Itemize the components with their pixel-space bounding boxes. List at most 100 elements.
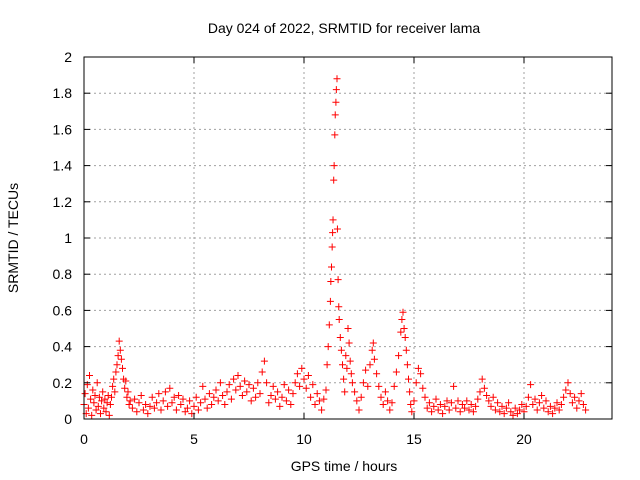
data-point xyxy=(172,406,180,414)
data-point xyxy=(331,111,339,119)
data-point xyxy=(441,402,449,410)
data-point xyxy=(114,352,122,360)
y-tick-label: 0.4 xyxy=(53,339,73,355)
data-point xyxy=(210,393,218,401)
data-point xyxy=(398,315,406,323)
data-point xyxy=(318,406,326,414)
data-point xyxy=(513,410,521,418)
data-point xyxy=(102,408,110,416)
data-point xyxy=(309,381,317,389)
data-point xyxy=(527,381,535,389)
data-point xyxy=(502,404,510,412)
data-point xyxy=(216,379,224,387)
data-point xyxy=(447,399,455,407)
data-point xyxy=(225,381,233,389)
x-tick-label: 10 xyxy=(296,431,312,447)
data-point xyxy=(109,382,117,390)
data-point xyxy=(405,375,412,383)
data-point xyxy=(516,406,524,414)
data-point xyxy=(142,401,150,409)
data-point xyxy=(549,410,557,418)
plot-frame xyxy=(83,56,613,420)
data-point xyxy=(159,397,167,405)
data-point xyxy=(330,162,338,170)
data-point xyxy=(280,381,288,389)
data-point xyxy=(469,408,477,416)
data-point xyxy=(480,384,488,392)
data-point xyxy=(568,399,576,407)
data-point xyxy=(119,364,126,372)
data-point xyxy=(203,404,211,412)
data-point xyxy=(474,395,482,403)
data-point xyxy=(81,390,89,398)
data-point xyxy=(373,370,381,378)
y-tick-label: 1.2 xyxy=(53,194,73,210)
data-point xyxy=(112,368,120,376)
data-point xyxy=(123,393,131,401)
data-point xyxy=(86,372,93,380)
data-point xyxy=(388,399,396,407)
y-tick-label: 1.8 xyxy=(53,85,73,101)
data-point xyxy=(419,384,427,392)
data-point xyxy=(348,379,356,387)
data-point xyxy=(564,379,572,387)
data-point xyxy=(267,391,275,399)
x-tick-label: 20 xyxy=(516,431,532,447)
data-point xyxy=(381,388,389,396)
chart-title: Day 024 of 2022, SRMTID for receiver lam… xyxy=(208,20,481,36)
data-point xyxy=(443,397,451,405)
data-point xyxy=(232,386,240,394)
data-point xyxy=(425,399,433,407)
data-point xyxy=(329,229,337,237)
data-point xyxy=(116,346,124,354)
data-point xyxy=(155,390,163,398)
data-point xyxy=(254,379,262,387)
data-point xyxy=(402,346,410,354)
y-tick-label: 0.8 xyxy=(53,266,73,282)
data-point xyxy=(223,388,231,396)
data-point xyxy=(461,404,469,412)
data-point xyxy=(166,384,174,392)
data-point xyxy=(505,399,513,407)
data-point xyxy=(399,308,407,316)
data-point xyxy=(489,393,497,401)
data-point xyxy=(90,399,98,407)
data-point xyxy=(456,408,464,416)
data-point xyxy=(540,404,548,412)
data-point xyxy=(344,325,352,332)
data-point xyxy=(333,75,341,83)
data-point xyxy=(531,395,539,403)
data-point xyxy=(546,402,554,410)
data-point xyxy=(327,277,335,285)
data-point xyxy=(260,357,268,365)
data-point xyxy=(153,399,161,407)
data-point xyxy=(386,406,394,414)
data-point xyxy=(439,410,447,418)
data-point xyxy=(518,401,526,409)
data-point xyxy=(533,406,541,414)
data-point xyxy=(291,379,299,387)
data-point xyxy=(282,397,290,405)
data-point xyxy=(467,401,475,409)
data-point xyxy=(334,276,342,284)
data-point xyxy=(339,361,346,369)
data-point xyxy=(560,393,568,401)
data-point xyxy=(342,352,350,360)
data-point xyxy=(407,401,415,409)
data-point xyxy=(249,384,257,392)
data-point xyxy=(108,393,115,401)
data-point xyxy=(105,411,113,419)
data-point xyxy=(212,386,220,394)
data-point xyxy=(341,388,349,396)
data-point xyxy=(346,357,354,365)
data-point xyxy=(190,402,198,410)
data-point xyxy=(175,391,183,399)
data-point xyxy=(401,334,409,342)
data-point xyxy=(562,386,570,394)
data-point xyxy=(410,397,418,405)
data-point xyxy=(392,368,400,376)
data-point xyxy=(241,377,249,385)
data-point xyxy=(538,391,546,399)
data-point xyxy=(83,381,91,389)
